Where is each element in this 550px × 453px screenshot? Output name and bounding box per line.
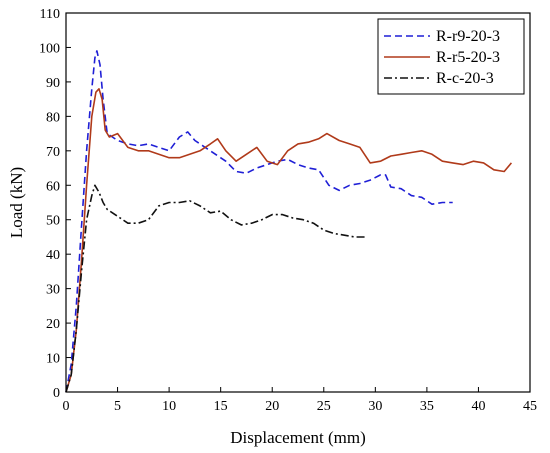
y-tick-label: 10: [46, 352, 60, 367]
y-tick-label: 20: [46, 317, 60, 332]
x-tick-label: 20: [265, 399, 279, 414]
y-tick-label: 30: [46, 283, 60, 298]
y-tick-labels: 0 10 20 30 40 50 60 70 80 90 100 110: [39, 7, 60, 401]
series-line-R-c-20-3: [65, 184, 365, 393]
y-tick-label: 50: [46, 214, 60, 229]
x-tick-label: 5: [114, 399, 121, 414]
legend-label: R-c-20-3: [436, 70, 494, 87]
x-tick-label: 10: [162, 399, 176, 414]
y-tick-label: 70: [46, 145, 60, 160]
x-tick-labels: 0 5 10 15 20 25 30 35 40 45: [63, 399, 538, 414]
x-tick-label: 30: [368, 399, 382, 414]
series-layer: [65, 50, 513, 393]
x-tick-label: 15: [214, 399, 228, 414]
x-tick-label: 40: [471, 399, 485, 414]
x-tick-label: 25: [317, 399, 331, 414]
legend-label: R-r5-20-3: [436, 49, 500, 66]
y-tick-label: 90: [46, 76, 60, 91]
series-line-R-r5-20-3: [65, 88, 513, 393]
x-tick-label: 35: [420, 399, 434, 414]
x-tick-label: 45: [523, 399, 537, 414]
x-tick-label: 0: [63, 399, 70, 414]
y-tick-label: 110: [40, 7, 60, 22]
y-tick-label: 60: [46, 179, 60, 194]
x-axis-title: Displacement (mm): [230, 428, 366, 447]
y-tick-label: 40: [46, 248, 60, 263]
y-axis-title: Load (kN): [7, 167, 26, 238]
plot-frame: [65, 12, 531, 393]
y-tick-label: 80: [46, 110, 60, 125]
y-tick-label: 100: [39, 41, 60, 56]
series-line-R-r9-20-3: [65, 50, 453, 393]
y-tick-label: 0: [53, 386, 60, 401]
legend-label: R-r9-20-3: [436, 28, 500, 45]
legend: R-r9-20-3 R-r5-20-3 R-c-20-3: [377, 18, 525, 95]
